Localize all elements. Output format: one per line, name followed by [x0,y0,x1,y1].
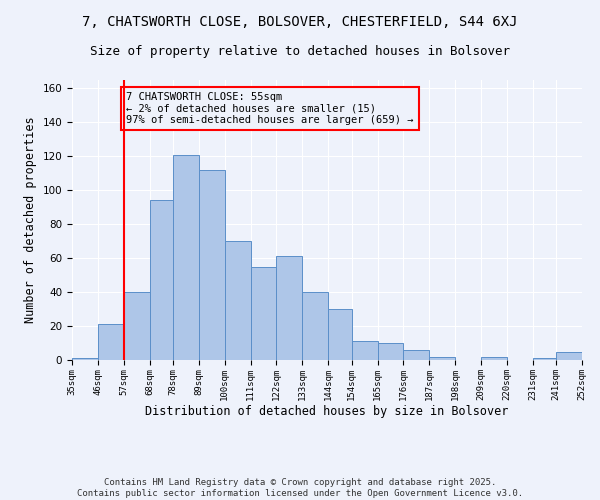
Bar [429,356,455,360]
Text: 7, CHATSWORTH CLOSE, BOLSOVER, CHESTERFIELD, S44 6XJ: 7, CHATSWORTH CLOSE, BOLSOVER, CHESTERFI… [82,15,518,29]
Bar [328,309,352,360]
X-axis label: Distribution of detached houses by size in Bolsover: Distribution of detached houses by size … [145,406,509,418]
Bar [98,324,124,360]
Bar [149,200,173,360]
Bar [72,358,98,360]
Bar [302,292,328,360]
Bar [199,170,225,360]
Bar [225,241,251,360]
Text: 7 CHATSWORTH CLOSE: 55sqm
← 2% of detached houses are smaller (15)
97% of semi-d: 7 CHATSWORTH CLOSE: 55sqm ← 2% of detach… [126,92,413,125]
Text: Contains HM Land Registry data © Crown copyright and database right 2025.
Contai: Contains HM Land Registry data © Crown c… [77,478,523,498]
Bar [556,352,582,360]
Bar [403,350,429,360]
Text: Size of property relative to detached houses in Bolsover: Size of property relative to detached ho… [90,45,510,58]
Y-axis label: Number of detached properties: Number of detached properties [24,116,37,324]
Bar [173,154,199,360]
Bar [277,256,302,360]
Bar [481,356,507,360]
Bar [251,266,277,360]
Bar [124,292,149,360]
Bar [352,342,377,360]
Bar [377,343,403,360]
Bar [533,358,556,360]
